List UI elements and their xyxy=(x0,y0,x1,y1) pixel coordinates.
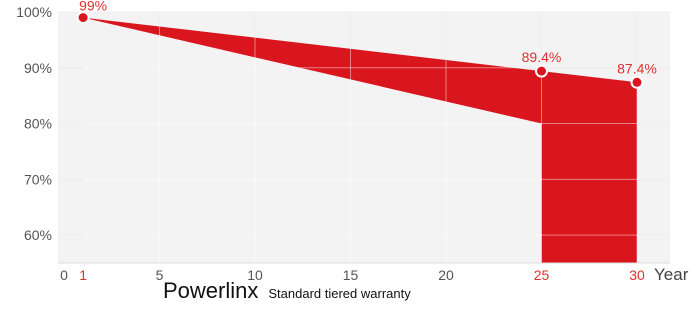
y-tick-label: 60% xyxy=(24,227,52,243)
brand-name: Powerlinx xyxy=(163,278,259,303)
y-tick-label: 80% xyxy=(24,116,52,132)
y-tick-label: 70% xyxy=(24,171,52,187)
data-point xyxy=(630,75,644,89)
data-label: 87.4% xyxy=(617,60,657,76)
x-tick-label: 30 xyxy=(629,267,645,283)
data-points xyxy=(76,11,644,89)
x-tick-label: 25 xyxy=(534,267,550,283)
x-tick-label: 1 xyxy=(79,267,87,283)
x-tick-label: 15 xyxy=(343,267,359,283)
x-tick-label: 0 xyxy=(60,267,68,283)
x-tick-label: 20 xyxy=(438,267,454,283)
gridlines-over-area xyxy=(58,11,670,263)
warranty-subtitle: Standard tiered warranty xyxy=(268,286,411,301)
standard-warranty-area xyxy=(83,17,542,264)
data-labels: 99% 89.4% 87.4% xyxy=(79,0,657,76)
data-point xyxy=(76,11,90,25)
x-tick-label: 10 xyxy=(247,267,263,283)
data-label: 99% xyxy=(79,0,107,14)
chart-caption: Powerlinx Standard tiered warranty xyxy=(163,278,411,304)
data-label: 89.4% xyxy=(522,49,562,65)
y-tick-label: 90% xyxy=(24,60,52,76)
x-tick-label: 5 xyxy=(156,267,164,283)
x-axis-label: Year xyxy=(654,265,689,284)
y-tick-label: 100% xyxy=(16,4,52,20)
data-point xyxy=(535,64,548,78)
x-axis-ticks: 0 1 5 10 15 20 25 30 xyxy=(60,267,645,283)
y-axis-ticks: 60% 70% 80% 90% 100% xyxy=(16,4,52,243)
